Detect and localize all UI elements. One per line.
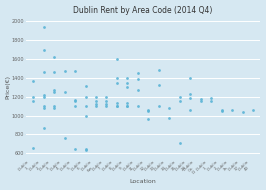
- Point: [125, 102, 130, 105]
- Point: [94, 105, 98, 108]
- Point: [178, 95, 182, 98]
- Point: [188, 96, 192, 99]
- Point: [52, 56, 56, 59]
- Point: [230, 108, 234, 112]
- Y-axis label: Price(€): Price(€): [6, 75, 11, 99]
- Point: [178, 99, 182, 102]
- Point: [199, 100, 203, 103]
- Point: [84, 95, 88, 98]
- Point: [115, 58, 119, 61]
- Point: [167, 107, 172, 110]
- Point: [199, 97, 203, 100]
- Point: [41, 126, 46, 129]
- Point: [104, 103, 109, 106]
- Point: [41, 105, 46, 108]
- Point: [63, 137, 67, 140]
- Point: [136, 72, 140, 75]
- Point: [84, 105, 88, 108]
- Point: [251, 108, 255, 112]
- Point: [136, 77, 140, 80]
- Point: [115, 102, 119, 105]
- Point: [41, 48, 46, 51]
- Point: [219, 109, 224, 112]
- Point: [84, 149, 88, 152]
- Point: [240, 110, 245, 113]
- Point: [94, 100, 98, 103]
- Point: [31, 100, 35, 103]
- Point: [52, 90, 56, 93]
- Point: [115, 76, 119, 79]
- Point: [73, 148, 77, 151]
- Point: [136, 105, 140, 108]
- Point: [41, 93, 46, 96]
- Point: [209, 99, 213, 102]
- Point: [84, 85, 88, 88]
- Point: [41, 26, 46, 29]
- Point: [104, 95, 109, 98]
- Point: [73, 105, 77, 108]
- Point: [125, 105, 130, 108]
- Point: [84, 148, 88, 151]
- Point: [115, 105, 119, 108]
- Point: [41, 71, 46, 74]
- Point: [63, 90, 67, 93]
- Point: [125, 86, 130, 89]
- Point: [136, 89, 140, 92]
- Point: [52, 107, 56, 110]
- Point: [157, 84, 161, 87]
- Point: [52, 89, 56, 92]
- Point: [115, 105, 119, 108]
- Point: [73, 70, 77, 73]
- Point: [94, 95, 98, 98]
- Point: [125, 81, 130, 84]
- Point: [41, 95, 46, 98]
- Point: [167, 117, 172, 120]
- Point: [63, 70, 67, 73]
- Point: [146, 108, 151, 112]
- Point: [146, 109, 151, 112]
- Point: [188, 108, 192, 112]
- X-axis label: Location: Location: [130, 179, 156, 184]
- Point: [209, 96, 213, 99]
- Point: [52, 71, 56, 74]
- Point: [157, 105, 161, 108]
- Point: [188, 76, 192, 79]
- Point: [125, 76, 130, 79]
- Point: [41, 107, 46, 110]
- Point: [31, 79, 35, 82]
- Point: [188, 92, 192, 95]
- Title: Dublin Rent by Area Code (2014 Q4): Dublin Rent by Area Code (2014 Q4): [73, 6, 213, 15]
- Point: [31, 146, 35, 149]
- Point: [219, 108, 224, 112]
- Point: [31, 95, 35, 98]
- Point: [146, 118, 151, 121]
- Point: [73, 98, 77, 101]
- Point: [125, 105, 130, 108]
- Point: [84, 114, 88, 117]
- Point: [73, 100, 77, 103]
- Point: [104, 105, 109, 108]
- Point: [52, 105, 56, 108]
- Point: [104, 100, 109, 103]
- Point: [178, 141, 182, 144]
- Point: [115, 81, 119, 84]
- Point: [94, 103, 98, 106]
- Point: [157, 69, 161, 72]
